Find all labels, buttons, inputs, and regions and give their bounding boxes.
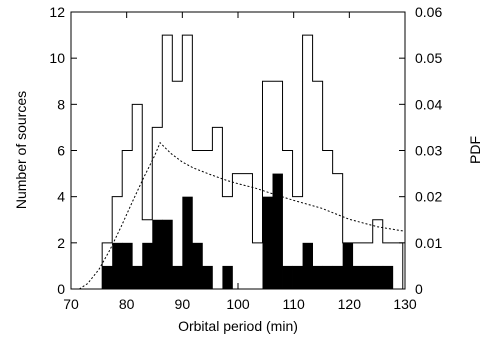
y-tick-label-1: 2: [57, 235, 65, 251]
filled-bin-21: [352, 265, 364, 289]
x-axis-title: Orbital period (min): [178, 318, 298, 334]
filled-bin-22: [362, 265, 374, 289]
y2-tick-label-5: 0.05: [415, 50, 442, 66]
filled-bin-0: [102, 265, 113, 289]
filled-histogram: [102, 173, 394, 289]
y-tick-label-5: 10: [49, 50, 65, 66]
filled-bin-13: [272, 173, 283, 289]
filled-bin-17: [312, 265, 324, 289]
x-tick-label-5: 120: [338, 296, 362, 312]
filled-bin-8: [182, 196, 193, 289]
filled-bin-9: [192, 242, 203, 289]
y-tick-label-3: 6: [57, 143, 65, 159]
filled-bin-11: [222, 265, 233, 289]
y2-tick-label-0: 0: [415, 281, 423, 297]
x-tick-label-1: 80: [119, 296, 135, 312]
x-tick-label-2: 90: [175, 296, 191, 312]
filled-bin-7: [172, 265, 183, 289]
y2-axis-title: PDF: [467, 136, 483, 164]
x-tick-label-0: 70: [63, 296, 79, 312]
filled-bin-1: [112, 242, 123, 289]
x-tick-label-3: 100: [226, 296, 250, 312]
x-tick-label-4: 110: [283, 296, 306, 312]
filled-bin-19: [332, 265, 344, 289]
filled-bin-18: [322, 265, 334, 289]
filled-bin-5: [152, 219, 163, 289]
x-tick-label-6: 130: [393, 296, 417, 312]
y-tick-label-0: 0: [57, 281, 65, 297]
y2-tick-label-1: 0.01: [415, 235, 442, 251]
y2-tick-label-4: 0.04: [415, 96, 442, 112]
filled-bin-15: [292, 265, 303, 289]
y2-tick-label-2: 0.02: [415, 189, 442, 205]
filled-bin-2: [122, 242, 133, 289]
filled-bin-12: [262, 196, 273, 289]
y-tick-label-2: 4: [57, 189, 65, 205]
y2-tick-label-3: 0.03: [415, 143, 442, 159]
outline-histogram: [101, 34, 404, 289]
filled-bin-4: [142, 242, 153, 289]
filled-bin-3: [132, 265, 143, 289]
filled-bin-24: [382, 265, 394, 289]
filled-bin-16: [302, 242, 313, 289]
y-tick-label-4: 8: [57, 96, 65, 112]
filled-bin-6: [162, 219, 173, 289]
y2-tick-label-6: 0.06: [415, 4, 442, 20]
filled-bin-23: [372, 265, 384, 289]
y-tick-label-6: 12: [49, 4, 65, 20]
y-axis-title: Number of sources: [13, 91, 29, 209]
filled-bin-20: [342, 242, 354, 289]
filled-bin-10: [202, 265, 213, 289]
filled-bin-14: [282, 265, 293, 289]
